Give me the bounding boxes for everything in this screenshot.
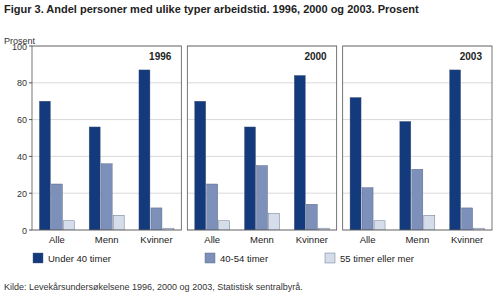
bars <box>195 75 330 230</box>
y-tick <box>29 193 32 194</box>
bar <box>219 221 230 230</box>
bar <box>269 213 280 230</box>
bar <box>350 98 361 230</box>
bar <box>39 101 50 230</box>
panel-frame <box>187 46 336 230</box>
bar <box>450 70 461 230</box>
bar <box>362 188 373 230</box>
legend-label: 55 timer eller mer <box>340 253 414 264</box>
x-tick-label: Menn <box>405 234 429 245</box>
grid-line <box>32 82 181 83</box>
bars <box>350 70 485 230</box>
bar <box>412 169 423 230</box>
grid-line <box>343 82 492 83</box>
title: Figur 3. Andel personer med ulike typer … <box>4 3 419 15</box>
y-tick-label: 100 <box>12 42 27 52</box>
bar <box>207 184 218 230</box>
x-tick-label: Alle <box>360 234 376 245</box>
y-tick <box>29 119 32 120</box>
panel-label: 1996 <box>149 51 172 62</box>
bar <box>139 70 150 230</box>
bar <box>89 127 100 230</box>
panel-frame <box>32 46 181 230</box>
legend-swatch <box>325 253 335 263</box>
x-tick-label: Alle <box>49 234 65 245</box>
panel-frame <box>343 46 492 230</box>
bars <box>39 70 174 230</box>
chart: Figur 3. Andel personer med ulike typer … <box>0 0 501 302</box>
y-tick <box>29 156 32 157</box>
bar <box>195 101 206 230</box>
bar <box>245 127 256 230</box>
x-tick-label: Alle <box>204 234 220 245</box>
grid-line <box>32 119 181 120</box>
bar <box>113 215 124 230</box>
legend-label: Under 40 timer <box>48 253 111 264</box>
legend-swatch <box>33 253 43 263</box>
x-tick-label: Kvinner <box>451 234 483 245</box>
y-tick <box>29 46 32 47</box>
y-tick-label: 0 <box>22 226 27 236</box>
legend-label: 40-54 timer <box>220 253 268 264</box>
panel-label: 2003 <box>460 51 483 62</box>
bar <box>374 221 385 230</box>
bar <box>400 121 411 230</box>
x-tick-label: Menn <box>250 234 274 245</box>
grid-line <box>187 119 336 120</box>
grid-line <box>187 82 336 83</box>
bar <box>294 75 305 230</box>
grid-line <box>343 156 492 157</box>
panel-label: 2000 <box>304 51 327 62</box>
bar <box>424 215 435 230</box>
y-tick <box>29 230 32 231</box>
bar <box>462 208 473 230</box>
y-tick-label: 20 <box>17 189 27 199</box>
source-note: Kilde: Levekårsundersøkelsene 1996, 2000… <box>4 282 303 292</box>
y-tick <box>29 82 32 83</box>
y-tick-label: 80 <box>17 78 27 88</box>
grid-line <box>187 156 336 157</box>
x-tick-label: Menn <box>95 234 119 245</box>
bar <box>101 164 112 230</box>
bar <box>63 221 74 230</box>
legend-swatch <box>205 253 215 263</box>
grid-line <box>343 119 492 120</box>
y-tick-label: 40 <box>17 152 27 162</box>
x-tick-label: Kvinner <box>140 234 172 245</box>
y-tick-label: 60 <box>17 115 27 125</box>
grid-line <box>32 156 181 157</box>
x-tick-label: Kvinner <box>296 234 328 245</box>
bar <box>51 184 62 230</box>
bar <box>151 208 162 230</box>
bar <box>257 166 268 230</box>
bar <box>306 204 317 230</box>
